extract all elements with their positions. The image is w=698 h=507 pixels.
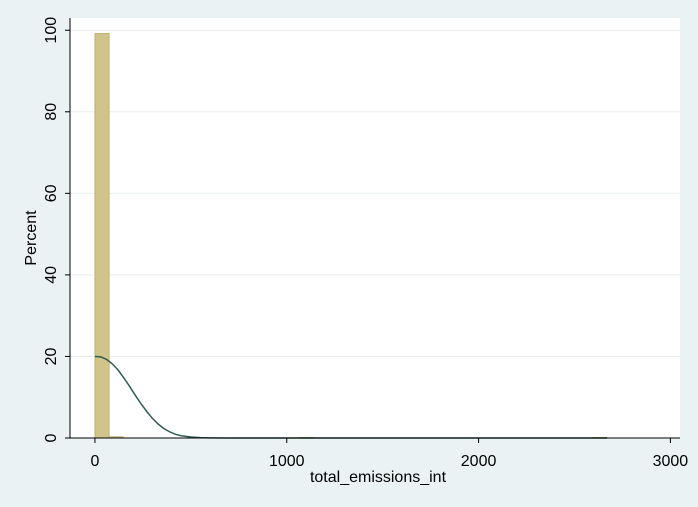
y-axis-label: Percent (23, 210, 40, 266)
y-tick-label: 20 (43, 347, 60, 365)
y-tick-label: 80 (43, 103, 60, 121)
grid-lines (70, 29, 680, 357)
y-tick-label: 60 (43, 184, 60, 202)
y-axis-ticks: 0 20 40 60 80 100 (43, 17, 70, 442)
x-axis-ticks: 0 1000 2000 3000 (90, 438, 688, 470)
y-tick-label: 100 (43, 17, 60, 44)
y-tick-label: 0 (43, 433, 60, 442)
x-tick-label: 0 (90, 453, 99, 470)
plot-area (70, 18, 680, 438)
x-tick-label: 3000 (653, 453, 689, 470)
x-tick-label: 2000 (461, 453, 497, 470)
x-tick-label: 1000 (269, 453, 305, 470)
y-tick-label: 40 (43, 266, 60, 284)
histogram-bar (94, 33, 110, 439)
x-axis-label: total_emissions_int (310, 469, 447, 486)
axes (69, 18, 680, 439)
